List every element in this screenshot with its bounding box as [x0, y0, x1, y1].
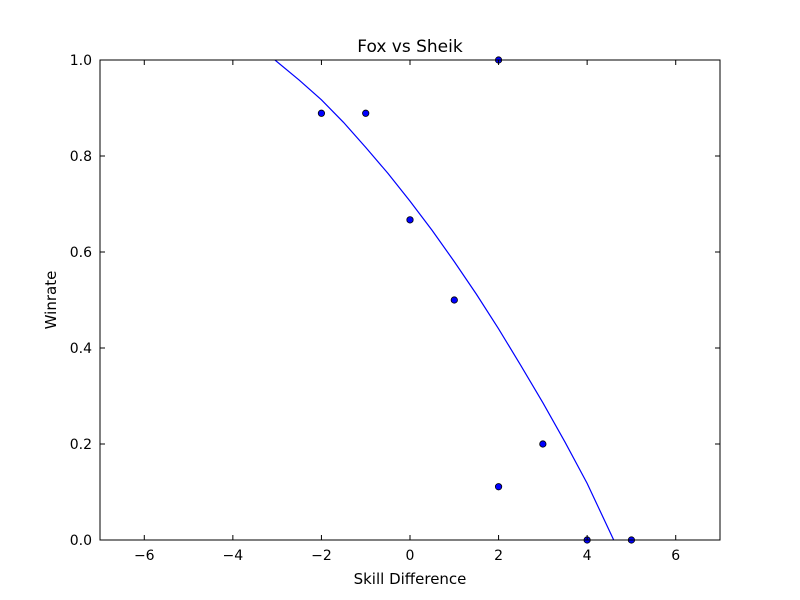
fit-curve — [274, 60, 615, 540]
x-tick-label: 2 — [494, 548, 503, 564]
data-point — [494, 483, 503, 491]
x-tick-label: −2 — [311, 548, 332, 564]
x-axis-label: Skill Difference — [354, 570, 467, 588]
y-tick-label: 0.4 — [70, 341, 92, 357]
x-tick-label: 0 — [406, 548, 415, 564]
data-point — [362, 109, 370, 117]
data-point — [539, 440, 547, 448]
x-tick-label: 6 — [671, 548, 680, 564]
data-point — [317, 109, 326, 117]
x-tick-label: −6 — [134, 548, 155, 564]
x-tick-label: 4 — [583, 548, 592, 564]
y-tick-label: 0.0 — [70, 533, 92, 549]
y-axis-label: Winrate — [42, 271, 60, 330]
data-point — [406, 216, 414, 224]
x-tick-label: −4 — [223, 548, 244, 564]
plot-area: −6 −4 −2 0 2 4 6 0.0 0.2 0.4 0.6 0.8 1.0 — [70, 53, 721, 564]
y-tick-label: 1.0 — [70, 53, 92, 69]
data-point — [450, 296, 458, 304]
y-tick-label: 0.2 — [70, 437, 92, 453]
y-tick-label: 0.8 — [70, 149, 92, 165]
chart-title: Fox vs Sheik — [357, 37, 463, 57]
y-tick-label: 0.6 — [70, 245, 92, 261]
